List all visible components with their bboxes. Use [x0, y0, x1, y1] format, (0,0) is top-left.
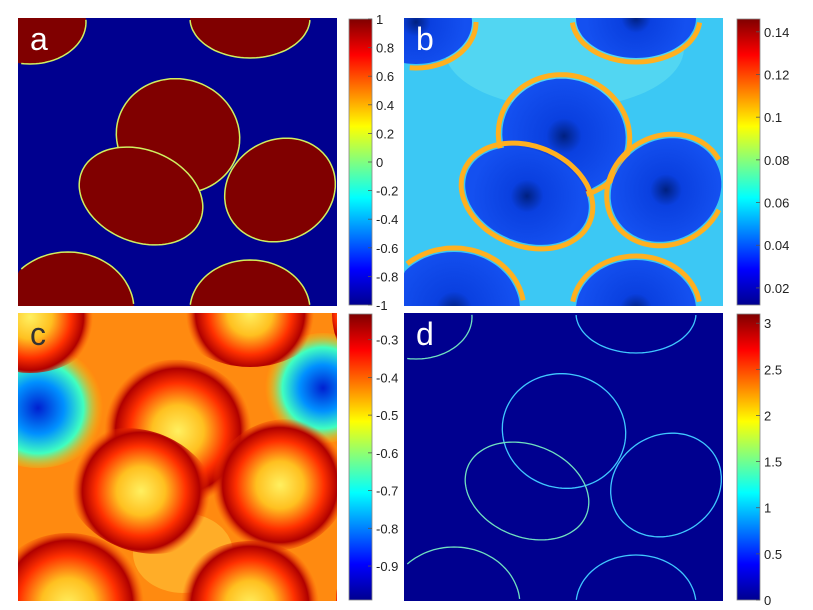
phase-domain — [190, 260, 310, 306]
potential-well — [210, 419, 337, 551]
domain-boundary — [20, 251, 135, 304]
domain-halo — [458, 140, 596, 252]
colorbar-tick-label: 0 — [764, 593, 771, 608]
colorbar-c: -0.3 -0.4 -0.5 -0.6 -0.7 -0.8 -0.9 — [348, 313, 398, 601]
colorbar-gradient — [736, 18, 761, 306]
colorbar-tick-label: 2.5 — [764, 362, 782, 377]
colorbar-tick-label: -0.2 — [376, 184, 398, 199]
domain-boundary — [21, 19, 87, 65]
domain-boundary — [189, 20, 311, 59]
interface-contour — [575, 315, 697, 354]
colorbar-tick-label: 3 — [764, 316, 771, 331]
colorbar-tick-label: 0 — [376, 155, 383, 170]
domain-halo — [405, 245, 526, 301]
colorbar-tick-label: 0.02 — [764, 281, 789, 296]
potential-well — [176, 313, 324, 367]
domain-halo — [604, 131, 722, 249]
heatmap-panel-a — [18, 18, 337, 306]
colorbar-d: 3 2.5 2 1.5 1 0.5 0 — [736, 313, 782, 608]
domain-halo — [570, 253, 702, 303]
potential-well — [176, 541, 324, 601]
phase-domain — [404, 252, 520, 306]
colorbar-gradient — [348, 313, 373, 601]
interface-contour — [610, 432, 722, 538]
heatmap-panel-c — [18, 313, 337, 601]
colorbar-tick-label: -0.7 — [376, 484, 398, 499]
domain-boundary — [78, 146, 204, 246]
colorbar-tick-label: 0.08 — [764, 153, 789, 168]
phase-domain — [18, 18, 86, 64]
colorbar-tick-label: 1.5 — [764, 455, 782, 470]
interface-contour — [501, 373, 627, 489]
colorbar-tick-label: 0.4 — [376, 98, 394, 113]
colorbar-tick-label: -0.8 — [376, 521, 398, 536]
colorbar-tick-label: -0.4 — [376, 212, 398, 227]
panel-label: d — [416, 316, 434, 352]
colorbar-tick-label: 0.04 — [764, 238, 789, 253]
colorbar-tick-label: 0.12 — [764, 67, 789, 82]
heatmap-background — [404, 313, 723, 601]
colorbar-a: 1 0.8 0.6 0.4 0.2 0 -0.2 -0.4 -0.6 -0.8 -1 — [348, 12, 398, 313]
interface-contour — [407, 314, 473, 360]
phase-domain — [610, 138, 722, 242]
phase-domain — [576, 260, 696, 306]
phase-domain — [190, 18, 310, 58]
panel-label: b — [416, 21, 434, 57]
colorbar-tick-label: -0.9 — [376, 559, 398, 574]
colorbar-tick-label: 0.8 — [376, 41, 394, 56]
interface-contour — [464, 441, 590, 541]
panel-label: a — [30, 21, 48, 57]
phase-domain — [224, 138, 336, 242]
potential-well — [18, 313, 100, 373]
colorbar-tick-label: 1 — [376, 12, 383, 27]
colorbar-tick-label: 0.5 — [764, 547, 782, 562]
colorbar-tick-label: -0.5 — [376, 408, 398, 423]
interface-contour — [406, 546, 521, 599]
heatmap-panel-d — [404, 313, 723, 601]
colorbar-tick-label: -0.6 — [376, 446, 398, 461]
domain-boundary — [189, 259, 311, 305]
colorbar-tick-label: 0.06 — [764, 196, 789, 211]
domain-halo — [569, 22, 703, 65]
colorbar-tick-label: -1 — [376, 298, 388, 313]
phase-domain — [465, 147, 589, 245]
colorbar-tick-label: 0.14 — [764, 25, 789, 40]
potential-well — [332, 313, 337, 361]
heatmap-panel-b — [404, 18, 723, 306]
colorbar-tick-label: -0.8 — [376, 269, 398, 284]
colorbar-tick-label: -0.6 — [376, 241, 398, 256]
potential-well — [65, 428, 217, 554]
colorbar-tick-label: 0.6 — [376, 69, 394, 84]
colorbar-tick-label: -0.4 — [376, 370, 398, 385]
colorbar-tick-label: 0.2 — [376, 126, 394, 141]
phase-domain — [79, 147, 203, 245]
domain-boundary — [223, 137, 337, 243]
low-region — [18, 348, 108, 468]
domain-halo — [409, 21, 479, 71]
potential-well — [18, 533, 148, 601]
phase-domain — [576, 18, 696, 58]
colorbar-tick-label: 1 — [764, 501, 771, 516]
colorbar-tick-label: -0.3 — [376, 333, 398, 348]
panel-label: c — [30, 316, 46, 352]
colorbar-tick-label: 0.1 — [764, 110, 782, 125]
interface-contour — [575, 554, 697, 600]
phase-domain — [18, 252, 134, 306]
colorbar-gradient — [736, 313, 761, 601]
colorbar-tick-label: 2 — [764, 408, 771, 423]
colorbar-b: 0.14 0.12 0.1 0.08 0.06 0.04 0.02 — [736, 18, 789, 306]
potential-well — [336, 549, 337, 601]
phase-domain — [404, 18, 472, 64]
